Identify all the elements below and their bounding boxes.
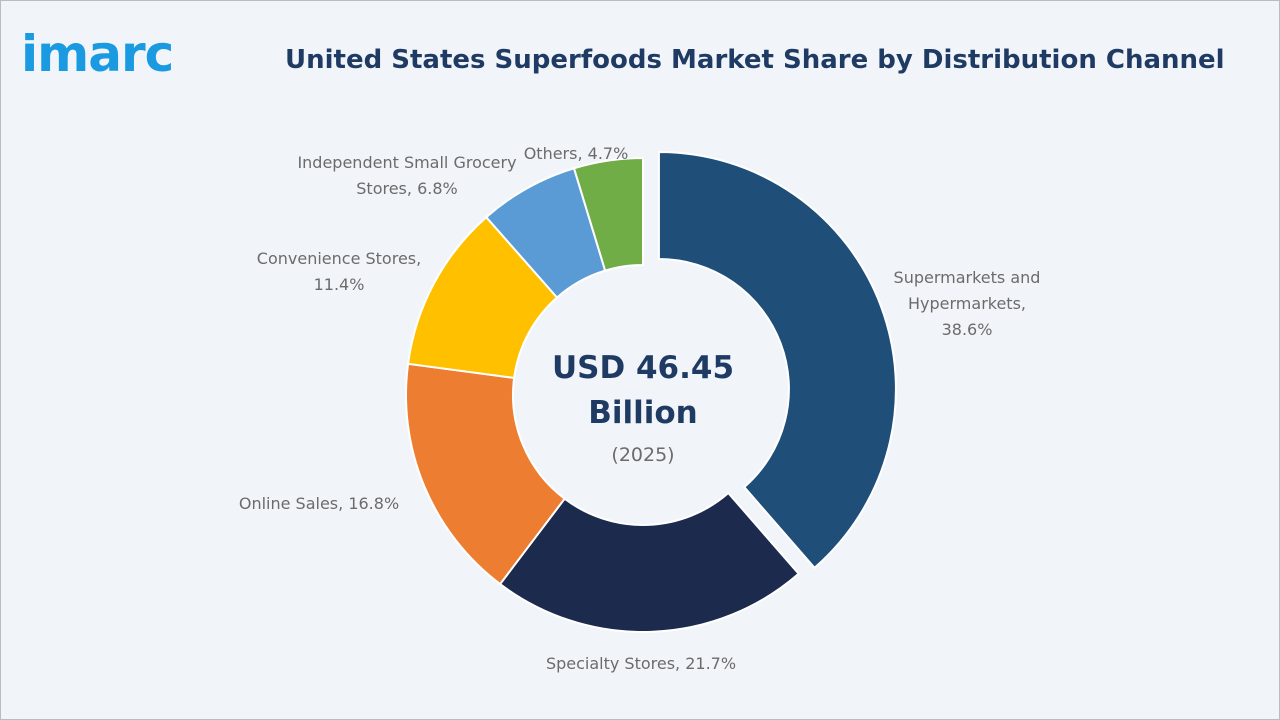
center-year: (2025): [611, 444, 674, 466]
donut-slices: [405, 151, 897, 633]
label-supermarkets-and-hypermarkets: Supermarkets and Hypermarkets, 38.6%: [894, 268, 1041, 339]
label-others: Others, 4.7%: [524, 144, 629, 163]
center-label: USD 46.45 Billion (2025): [552, 350, 734, 466]
slice-online-sales: [405, 362, 567, 586]
label-specialty-stores: Specialty Stores, 21.7%: [546, 654, 736, 673]
label-convenience-stores: Convenience Stores, 11.4%: [257, 249, 421, 294]
slice-specialty-stores: [498, 491, 801, 633]
chart-title: United States Superfoods Market Share by…: [285, 45, 1225, 75]
center-value-line-2: Billion: [588, 395, 698, 431]
slice-supermarkets-and-hypermarkets: [657, 151, 897, 570]
label-independent-small-grocery-stores: Independent Small Grocery Stores, 6.8%: [297, 153, 516, 198]
slice-others: [572, 156, 644, 272]
slice-labels: Supermarkets and Hypermarkets, 38.6% Specia…: [239, 144, 1041, 673]
label-online-sales: Online Sales, 16.8%: [239, 494, 399, 513]
center-value-line-1: USD 46.45: [552, 350, 734, 386]
imarc-logo: imarc: [21, 25, 174, 83]
